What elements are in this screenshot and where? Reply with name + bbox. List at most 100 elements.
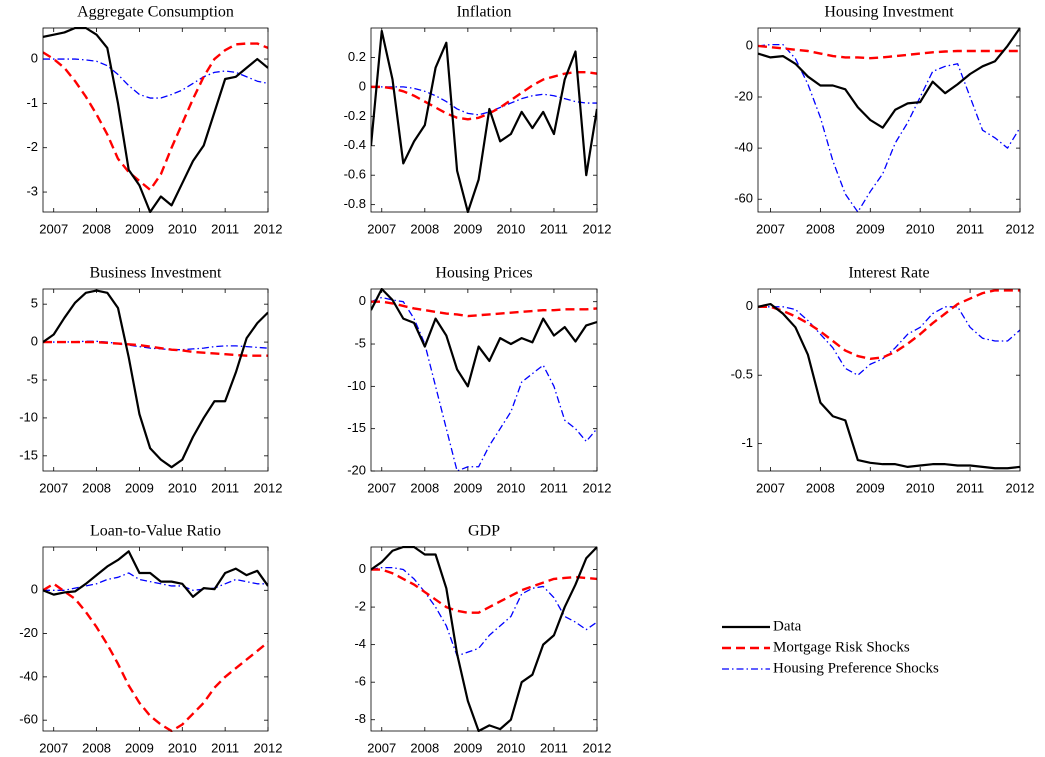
series-line (758, 27, 1020, 129)
y-tick-label: 0 (359, 293, 366, 308)
plot-lines (758, 289, 1020, 470)
panel-title: Loan-to-Value Ratio (90, 523, 221, 540)
y-tick-label: -0.2 (344, 108, 366, 123)
x-tick-label: 2011 (956, 480, 984, 495)
series-line (371, 86, 597, 116)
x-tick-label: 2009 (125, 740, 154, 755)
y-tick-label: -20 (19, 625, 38, 640)
y-tick-label: 0 (746, 298, 753, 313)
series-line (43, 42, 268, 192)
x-tick-label: 2008 (82, 221, 111, 236)
panel-title: Interest Rate (848, 265, 929, 282)
x-tick-label: 2008 (410, 480, 439, 495)
y-tick-label: 0 (31, 582, 38, 597)
series-line (371, 70, 597, 121)
series-line (43, 340, 268, 357)
x-tick-label: 2007 (756, 480, 785, 495)
x-tick-label: 2012 (254, 221, 283, 236)
y-tick-label: 0 (359, 78, 366, 93)
y-tick-label: -4 (354, 636, 366, 651)
series-line (371, 546, 597, 732)
series-line (758, 289, 1020, 360)
x-tick-label: 2009 (453, 221, 482, 236)
series-line (371, 567, 597, 657)
plot-frame (757, 27, 1021, 213)
series-line (371, 568, 597, 614)
plot-lines (758, 27, 1020, 213)
y-tick-label: -1 (26, 95, 38, 110)
plot-frame (370, 27, 598, 213)
x-tick-label: 2011 (211, 740, 239, 755)
plot-lines (371, 546, 597, 732)
y-tick-label: -15 (347, 420, 366, 435)
y-tick-label: -40 (19, 668, 38, 683)
x-tick-label: 2012 (583, 221, 612, 236)
x-tick-label: 2012 (1006, 221, 1035, 236)
series-line (758, 306, 1020, 376)
series-line (371, 288, 597, 388)
y-tick-label: -5 (354, 335, 366, 350)
x-tick-label: 2010 (168, 740, 197, 755)
panel: Business Investment 5 0 -5 -10 -15 2007 2008 200… (19, 265, 282, 496)
x-tick-label: 2010 (906, 480, 935, 495)
series-line (371, 296, 597, 472)
x-tick-label: 2012 (254, 480, 283, 495)
x-tick-label: 2010 (496, 480, 525, 495)
plot-frame (42, 288, 269, 472)
x-tick-label: 2008 (82, 480, 111, 495)
y-tick-label: -2 (354, 599, 366, 614)
x-tick-label: 2007 (367, 480, 396, 495)
x-tick-label: 2012 (583, 740, 612, 755)
x-tick-label: 2009 (125, 480, 154, 495)
y-tick-label: -3 (26, 183, 38, 198)
y-tick-label: -0.5 (731, 367, 753, 382)
plot-frame (370, 288, 598, 472)
x-tick-label: 2007 (367, 740, 396, 755)
panel-title: Housing Prices (435, 265, 532, 282)
y-tick-label: -8 (354, 711, 366, 726)
x-tick-label: 2010 (496, 221, 525, 236)
panel-title: Business Investment (90, 265, 223, 282)
series-line (371, 29, 597, 213)
x-tick-label: 2010 (168, 480, 197, 495)
x-tick-label: 2007 (39, 740, 68, 755)
x-tick-label: 2008 (410, 740, 439, 755)
panel-title: GDP (468, 523, 500, 540)
panel: Interest Rate 0 -0.5 -1 2007 2008 2009 2010 2011… (731, 265, 1035, 496)
plot-frame (42, 27, 269, 213)
y-tick-label: 0 (359, 561, 366, 576)
x-tick-label: 2007 (756, 221, 785, 236)
plot-lines (371, 29, 597, 213)
x-tick-label: 2008 (82, 740, 111, 755)
x-tick-label: 2011 (211, 480, 239, 495)
series-line (758, 43, 1020, 213)
y-tick-label: -6 (354, 674, 366, 689)
x-tick-label: 2008 (806, 221, 835, 236)
x-tick-label: 2012 (1006, 480, 1035, 495)
series-line (43, 58, 268, 99)
series-line (371, 300, 597, 318)
y-tick-label: 0 (31, 50, 38, 65)
y-tick-label: -20 (734, 88, 753, 103)
series-line (758, 302, 1020, 470)
plot-lines (43, 289, 268, 469)
y-tick-label: -10 (19, 409, 38, 424)
plot-frame (370, 546, 598, 732)
y-tick-label: -60 (19, 712, 38, 727)
series-line (43, 582, 268, 732)
series-line (43, 572, 268, 591)
x-tick-label: 2008 (806, 480, 835, 495)
x-tick-label: 2007 (367, 221, 396, 236)
panel: Aggregate Consumption 0 -1 -2 -3 2007 2008 2009… (26, 4, 282, 237)
series-line (758, 44, 1020, 60)
y-tick-label: -15 (19, 447, 38, 462)
x-tick-label: 2011 (211, 221, 239, 236)
panel-title: Housing Investment (824, 4, 954, 21)
x-tick-label: 2011 (540, 480, 568, 495)
x-tick-label: 2009 (856, 480, 885, 495)
series-line (43, 289, 268, 469)
